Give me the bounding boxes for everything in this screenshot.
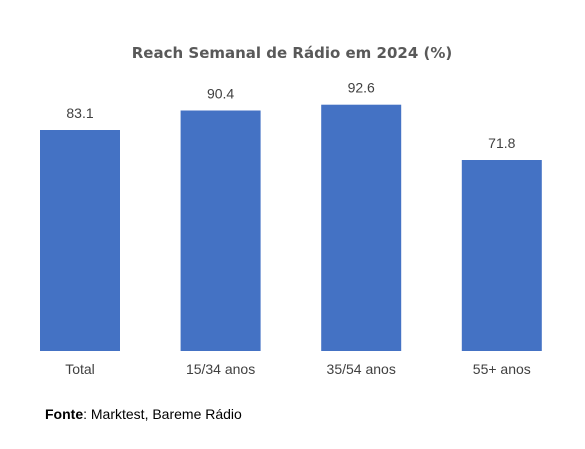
x-tick-label-0: Total — [65, 361, 95, 377]
source-label: Fonte — [45, 406, 84, 422]
data-label-2: 92.6 — [348, 80, 375, 96]
x-tick-label-2: 35/54 anos — [327, 361, 396, 377]
x-tick-label-3: 55+ anos — [473, 361, 531, 377]
source-note: Fonte: Marktest, Bareme Rádio — [45, 406, 242, 422]
chart-title: Reach Semanal de Rádio em 2024 (%) — [132, 44, 452, 62]
data-label-3: 71.8 — [488, 135, 515, 151]
data-label-1: 90.4 — [207, 86, 234, 102]
bar-0 — [40, 130, 120, 351]
data-label-0: 83.1 — [66, 105, 93, 121]
bar-2 — [321, 104, 402, 351]
source-text: : Marktest, Bareme Rádio — [83, 406, 242, 422]
x-tick-label-1: 15/34 anos — [186, 361, 255, 377]
bar-1 — [180, 110, 261, 351]
bar-3 — [461, 160, 542, 351]
